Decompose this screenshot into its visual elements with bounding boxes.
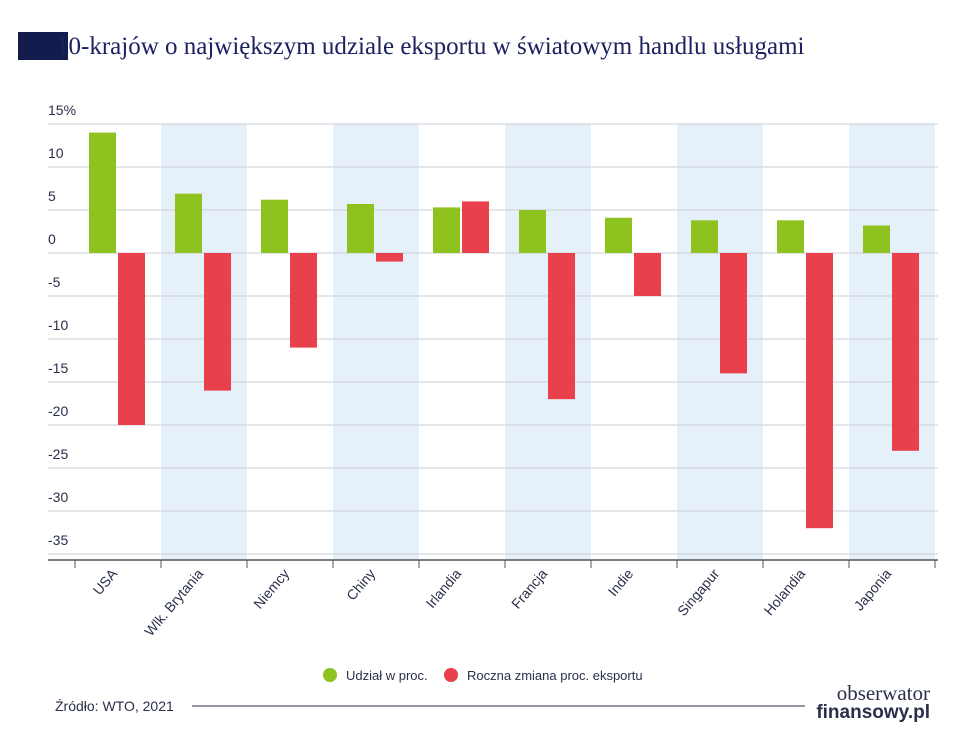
- bar: [777, 220, 804, 253]
- bar: [691, 220, 718, 253]
- y-tick-label: -10: [48, 317, 68, 333]
- bar: [605, 217, 632, 253]
- source: Źródło: WTO, 2021: [55, 698, 174, 714]
- y-tick-label: -30: [48, 489, 68, 505]
- y-tick-label: -5: [48, 274, 61, 290]
- y-tick-label: 5: [48, 188, 56, 204]
- y-tick-label: -25: [48, 446, 68, 462]
- logo-bottom: finansowy.pl: [816, 702, 930, 723]
- bar: [89, 132, 116, 253]
- bar: [376, 252, 403, 262]
- bar: [433, 207, 460, 253]
- bar: [261, 199, 288, 253]
- y-tick-label: -35: [48, 532, 68, 548]
- legend-marker: [444, 668, 458, 682]
- y-tick-label: 0: [48, 231, 56, 247]
- bar: [118, 252, 145, 425]
- bar: [204, 252, 231, 391]
- bar: [548, 252, 575, 400]
- bar: [806, 252, 833, 529]
- bar: [634, 252, 661, 296]
- bar: [863, 225, 890, 253]
- logo-top: obserwator: [837, 681, 930, 705]
- y-tick-label: 15%: [48, 102, 76, 118]
- y-tick-label: 10: [48, 145, 64, 161]
- legend-label: Udział w proc.: [346, 668, 428, 683]
- y-tick-label: -20: [48, 403, 68, 419]
- legend-marker: [323, 668, 337, 682]
- bar: [519, 209, 546, 253]
- bar: [720, 252, 747, 374]
- title-block: [18, 32, 68, 60]
- chart-title: 10-krajów o największym udziale eksportu…: [56, 33, 805, 60]
- bar: [892, 252, 919, 451]
- legend-label: Roczna zmiana proc. eksportu: [467, 668, 643, 683]
- bar: [462, 201, 489, 253]
- bar: [347, 203, 374, 253]
- bar: [290, 252, 317, 348]
- bar: [175, 193, 202, 253]
- band-shade: [333, 124, 419, 560]
- y-tick-label: -15: [48, 360, 68, 376]
